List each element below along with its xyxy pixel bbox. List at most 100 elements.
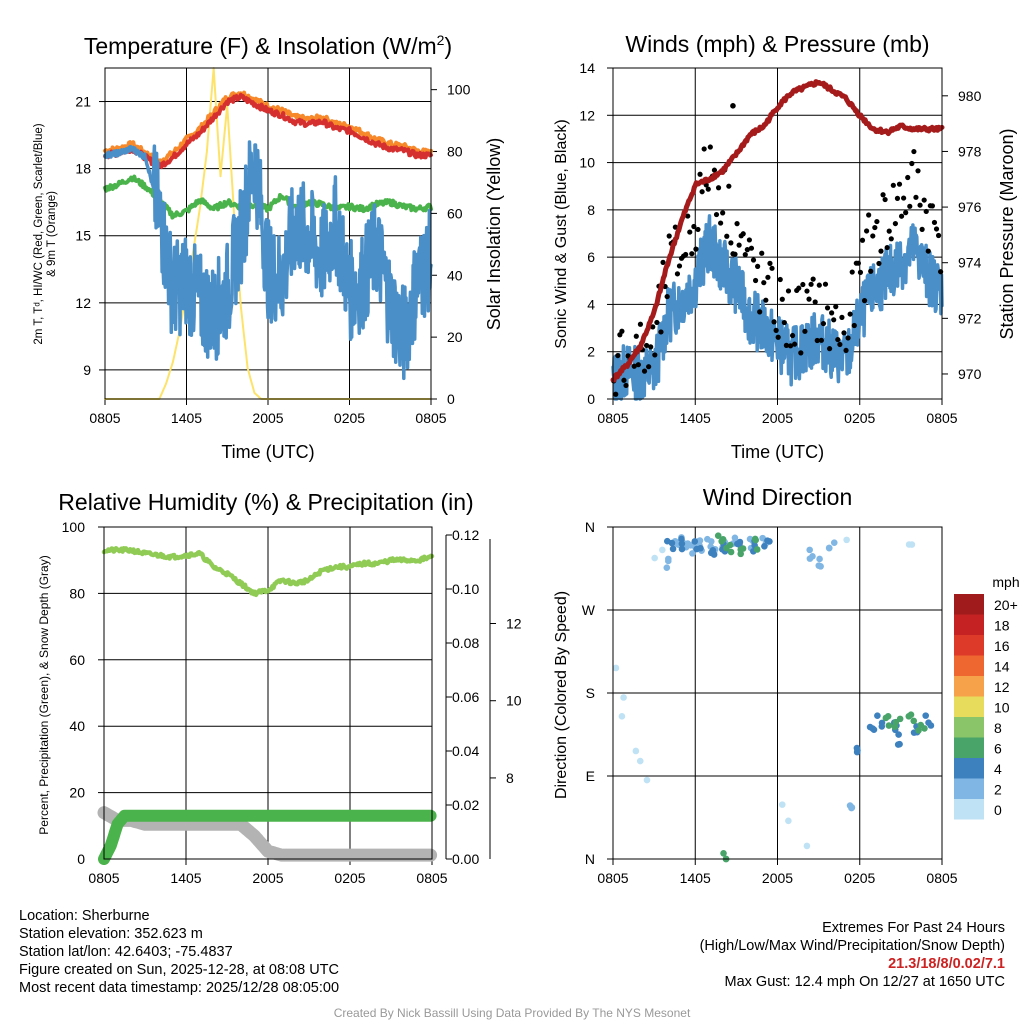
gust-point: [868, 268, 874, 274]
legend-label: 14: [994, 659, 1010, 675]
gust-point: [874, 218, 880, 225]
gust-point: [769, 265, 775, 271]
extremes-values: 21.3/18/8/0.02/7.1: [888, 956, 1005, 972]
x-tick-label: 0205: [334, 410, 365, 426]
gust-point: [896, 181, 903, 187]
gust-point: [831, 317, 837, 323]
direction-point: [830, 539, 838, 546]
gust-point: [705, 186, 711, 192]
gust-point: [921, 197, 927, 203]
gust-point: [833, 304, 839, 310]
legend-label: 4: [994, 761, 1002, 777]
gust-point: [890, 182, 896, 188]
direction-point: [739, 545, 747, 552]
gust-point: [919, 226, 925, 232]
x-tick-label: 2005: [252, 410, 283, 426]
y3-tick-label: 12: [506, 616, 522, 632]
direction-point: [696, 537, 704, 544]
plot-frame: [612, 67, 943, 400]
gust-point: [820, 320, 827, 327]
legend-swatch: [954, 676, 984, 697]
x-axis-label: Time (UTC): [221, 442, 314, 462]
direction-point: [921, 725, 928, 732]
precipitation-line: [98, 809, 437, 865]
direction-point: [726, 541, 734, 549]
y-axis-label: Percent, Precipitation (Green), & Snow D…: [37, 555, 51, 834]
direction-point: [720, 850, 727, 857]
legend-swatch: [954, 758, 984, 779]
gust-point: [917, 202, 923, 208]
relative-humidity-line: [101, 546, 435, 598]
y-tick-label: 12: [579, 107, 595, 123]
legend-label: 12: [994, 679, 1010, 695]
direction-point: [727, 548, 735, 556]
gust-point: [804, 288, 810, 294]
x-tick-label: 0805: [597, 410, 628, 426]
gust-point: [792, 341, 798, 347]
gust-point: [643, 342, 650, 349]
gust-point: [857, 269, 864, 275]
direction-points: [612, 532, 935, 863]
plot-frame: [104, 67, 432, 400]
direction-point: [663, 564, 671, 572]
gust-point: [695, 226, 701, 233]
y-tick-label: 15: [75, 228, 91, 244]
y2-tick-label: 976: [958, 199, 982, 215]
direction-point: [753, 546, 761, 553]
gust-point: [713, 211, 720, 218]
gust-point: [701, 146, 707, 152]
y-tick-label: 80: [69, 585, 85, 601]
gust-point: [631, 363, 637, 369]
y2-tick-label: 80: [447, 144, 463, 160]
y2-tick-label: 0.00: [452, 851, 479, 867]
gust-point: [824, 305, 831, 311]
direction-point: [882, 714, 890, 722]
gust-point: [637, 321, 644, 327]
gust-point: [888, 236, 894, 242]
gust-point: [752, 277, 759, 284]
gust-point: [765, 274, 771, 280]
x-tick-label: 2005: [762, 870, 793, 886]
gust-point: [826, 346, 833, 352]
gust-point: [911, 148, 917, 155]
direction-point: [806, 546, 813, 554]
gust-point: [843, 347, 849, 354]
y-axis-label: Sonic Wind & Gust (Blue, Black): [553, 119, 570, 348]
gust-point: [652, 352, 658, 358]
gust-point: [687, 229, 693, 235]
y2-tick-label: 974: [958, 255, 982, 271]
gust-point: [660, 259, 666, 265]
y2-axis-label: Solar Insolation (Yellow): [484, 138, 504, 330]
gust-point: [740, 231, 746, 237]
humidity-chart: 0805 1405 2005 0205 08050204060801000.000.02…: [37, 489, 522, 886]
y-tick-label: N: [585, 519, 595, 535]
y2-tick-label: 0.06: [452, 689, 479, 705]
direction-point: [665, 557, 672, 565]
gust-point: [845, 335, 851, 341]
direction-point: [678, 535, 685, 543]
legend-swatch: [954, 737, 984, 758]
gust-point: [666, 233, 672, 239]
x-tick-label: 0805: [416, 870, 447, 886]
gust-point: [715, 185, 722, 191]
gust-point: [697, 171, 703, 177]
sonic-wind-line: [611, 214, 944, 401]
direction-point: [806, 555, 814, 562]
y-tick-label: W: [582, 602, 596, 618]
y2-tick-label: 0: [447, 391, 455, 407]
plot-frame: [103, 526, 433, 860]
wind-chill-line: [103, 140, 433, 381]
gust-point: [859, 237, 866, 243]
gust-point: [787, 343, 794, 349]
x-tick-label: 1405: [680, 870, 711, 886]
y-tick-label: 100: [62, 519, 86, 535]
gust-point: [736, 242, 742, 248]
direction-point: [866, 723, 874, 731]
x-tick-label: 0805: [88, 870, 119, 886]
direction-point: [659, 546, 666, 554]
gust-point: [935, 232, 942, 239]
gust-point: [878, 248, 884, 254]
gust-point: [728, 240, 734, 246]
gust-point: [925, 248, 931, 254]
speed-legend: mph 20+ 18 16 14 12 10 8 6 4 2 0: [954, 574, 1020, 820]
